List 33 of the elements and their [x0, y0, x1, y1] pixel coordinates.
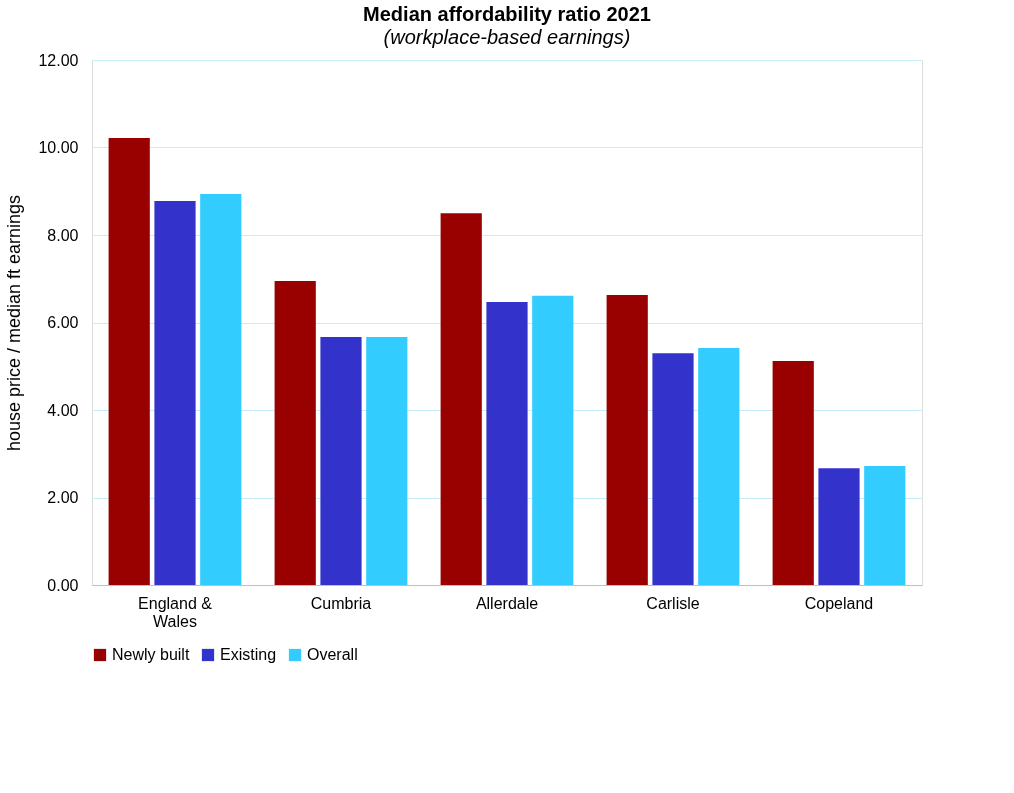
y-tick-label: 4.00: [47, 401, 79, 419]
y-tick-label: 6.00: [47, 314, 79, 331]
y-axis-title: house price / median ft earnings: [4, 194, 25, 452]
bar: [606, 294, 648, 585]
bar: [818, 468, 860, 585]
bar: [274, 280, 316, 585]
x-tick-label: Carlisle: [646, 594, 700, 612]
bar: [652, 353, 694, 585]
legend-label: Overall: [307, 646, 358, 663]
legend-label: Existing: [220, 646, 277, 663]
bar: [366, 336, 408, 585]
bar: [108, 137, 150, 585]
bar: [532, 295, 574, 585]
bar: [154, 200, 196, 585]
x-tick-label: Allerdale: [475, 594, 539, 612]
legend-label: Newly built: [112, 646, 190, 663]
bar: [772, 361, 814, 585]
y-tick-label: 8.00: [47, 226, 79, 244]
bar: [440, 213, 482, 585]
x-tick-label: Copeland: [804, 594, 874, 612]
y-tick-label: 0.00: [47, 576, 79, 594]
y-tick-label: 12.00: [38, 51, 79, 69]
chart-subtitle: (workplace-based earnings): [383, 26, 631, 48]
bar: [320, 336, 362, 585]
chart-title: Median affordability ratio 2021: [363, 3, 651, 25]
bar: [864, 466, 906, 585]
x-tick-label: England & Wales: [138, 594, 213, 630]
bar: [486, 301, 528, 585]
y-tick-label: 2.00: [47, 489, 79, 506]
y-tick-label: 10.00: [38, 139, 79, 156]
bar: [698, 347, 740, 585]
bar: [200, 193, 242, 585]
x-tick-label: Cumbria: [310, 594, 372, 612]
